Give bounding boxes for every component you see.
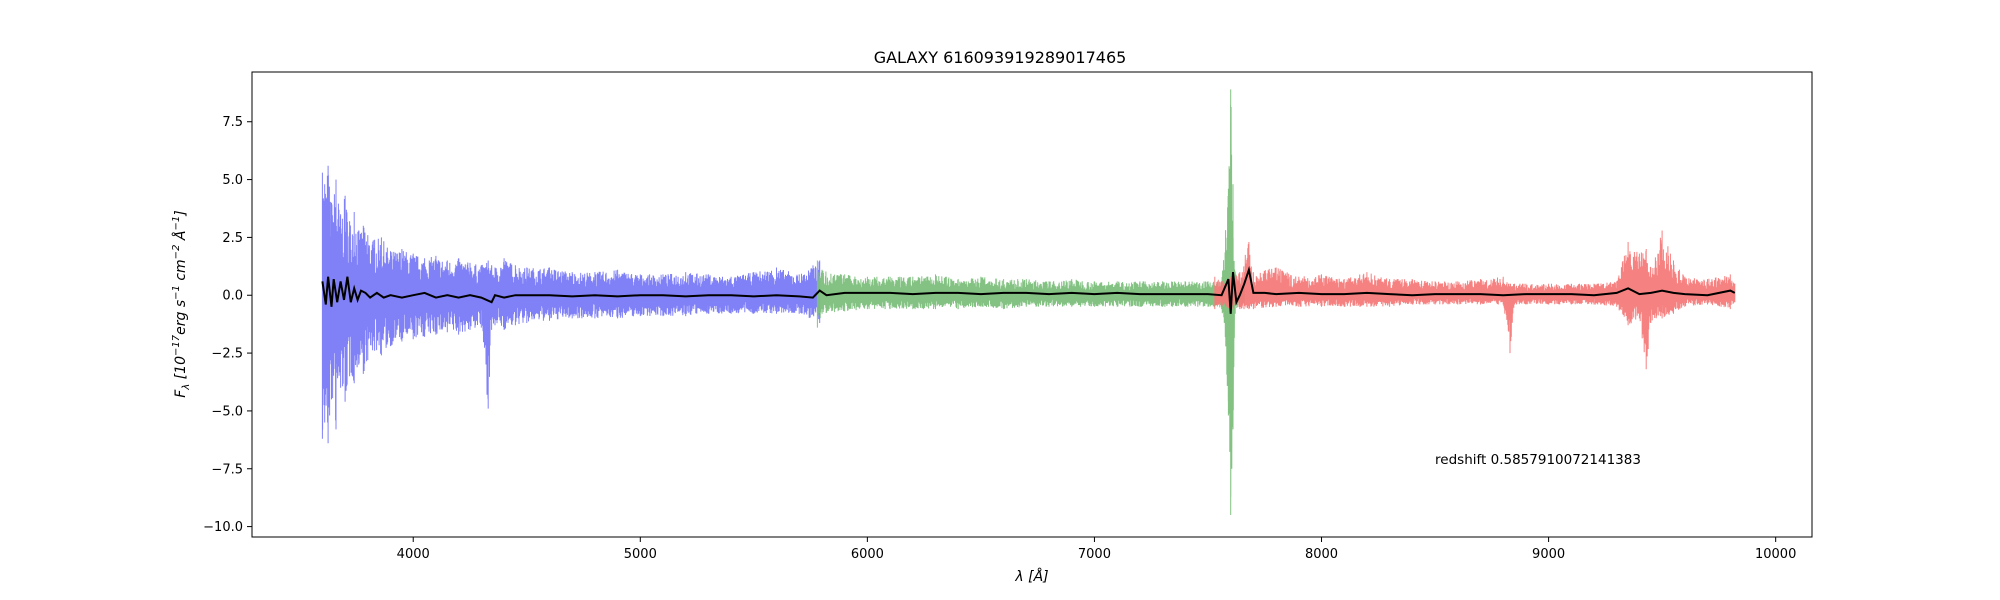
y-tick-label: 2.5 (222, 231, 243, 246)
y-label-unit1: erg s (173, 300, 189, 335)
y-tick-label: 0.0 (222, 289, 243, 304)
y-label-exp4: −1 (171, 216, 182, 231)
y-label-exp3: −2 (171, 245, 182, 260)
y-tick-label: 7.5 (222, 115, 243, 130)
x-tick-label: 9000 (1532, 547, 1565, 562)
x-tick-label: 6000 (851, 547, 884, 562)
y-axis: 7.5 5.0 2.5 0.0 −2.5 −5.0 −7.5 −10.0 (203, 115, 252, 535)
x-tick-label: 8000 (1305, 547, 1338, 562)
y-tick-label: −7.5 (211, 462, 243, 477)
y-label-open: [10 (173, 356, 189, 384)
y-tick-label: −2.5 (211, 347, 243, 362)
y-label-exp1: −17 (171, 334, 182, 356)
x-tick-label: 5000 (624, 547, 657, 562)
y-label-unit3: Å (172, 231, 189, 245)
x-tick-label: 7000 (1078, 547, 1111, 562)
chart-title: GALAXY 616093919289017465 (874, 48, 1127, 67)
y-tick-label: −10.0 (203, 520, 243, 535)
y-tick-label: 5.0 (222, 173, 243, 188)
x-tick-label: 4000 (397, 547, 430, 562)
y-label-subscript: λ (181, 384, 192, 391)
series-layer (321, 89, 1736, 515)
x-tick-label: 10000 (1755, 547, 1796, 562)
y-label-close: ] (173, 210, 189, 216)
plot-frame (251, 71, 1813, 538)
x-axis-label: λ [Å] (1014, 568, 1048, 585)
y-label-symbol: F (173, 389, 189, 398)
y-tick-label: −5.0 (211, 404, 243, 419)
y-label-unit2: cm (173, 259, 189, 285)
model-fit-line (321, 265, 1736, 314)
x-axis: 4000 5000 6000 7000 8000 9000 10000 (397, 537, 1796, 562)
redshift-annotation: redshift 0.5857910072141383 (1435, 452, 1641, 468)
y-axis-label: Fλ [10−17erg s−1 cm−2 Å−1] (171, 210, 192, 397)
y-label-exp2: −1 (171, 285, 182, 300)
